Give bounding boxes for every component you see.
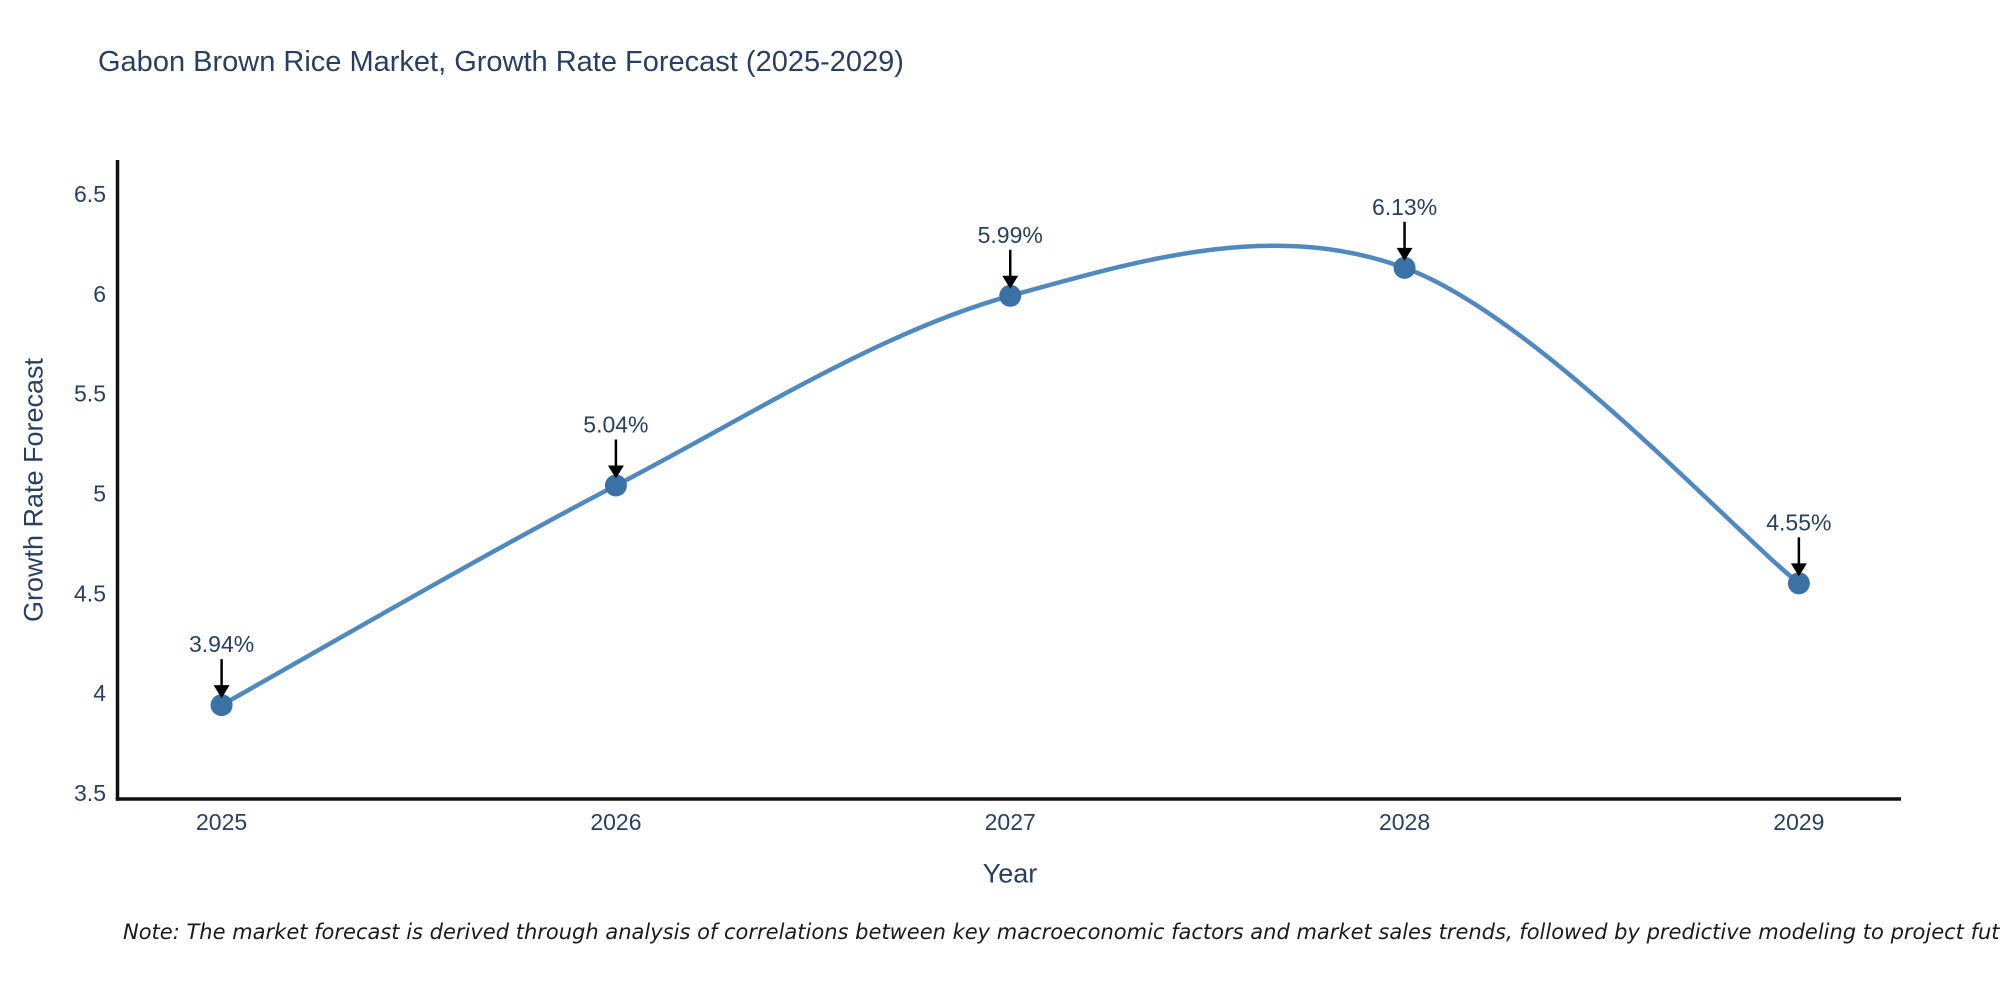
x-tick-label: 2026	[590, 809, 641, 835]
annotation-arrowhead-icon	[1002, 275, 1019, 289]
chart-title: Gabon Brown Rice Market, Growth Rate For…	[98, 46, 904, 78]
annotation-arrowhead-icon	[1790, 563, 1807, 577]
data-point-2027[interactable]	[999, 284, 1022, 307]
footnote: Note: The market forecast is derived thr…	[123, 920, 2000, 944]
x-tick-label: 2025	[196, 809, 247, 835]
y-tick-label: 6.5	[74, 181, 106, 207]
y-tick-label: 3.5	[74, 780, 106, 806]
annotation-arrowhead-icon	[607, 465, 624, 479]
annotation-label: 6.13%	[1372, 194, 1437, 220]
data-point-2028[interactable]	[1393, 256, 1416, 279]
annotation-arrowhead-icon	[213, 685, 230, 699]
annotation-label: 5.99%	[978, 222, 1043, 248]
x-axis-title: Year	[982, 858, 1038, 889]
y-tick-label: 6	[93, 281, 106, 307]
y-tick-label: 5	[93, 480, 106, 506]
annotation-label: 4.55%	[1766, 509, 1831, 535]
data-point-2029[interactable]	[1787, 572, 1810, 595]
x-tick-label: 2027	[985, 809, 1036, 835]
data-point-2026[interactable]	[604, 474, 627, 497]
y-tick-label: 5.5	[74, 381, 106, 407]
y-tick-label: 4.5	[74, 580, 106, 606]
y-axis-title: Growth Rate Forecast	[18, 357, 49, 623]
x-tick-label: 2028	[1379, 809, 1430, 835]
annotation-label: 3.94%	[189, 631, 254, 657]
data-point-2025[interactable]	[210, 694, 233, 717]
annotation-label: 5.04%	[583, 411, 648, 437]
annotation-arrowhead-icon	[1396, 247, 1413, 261]
x-tick-label: 2029	[1773, 809, 1824, 835]
trend-line	[219, 243, 1802, 708]
y-tick-label: 4	[93, 680, 106, 706]
